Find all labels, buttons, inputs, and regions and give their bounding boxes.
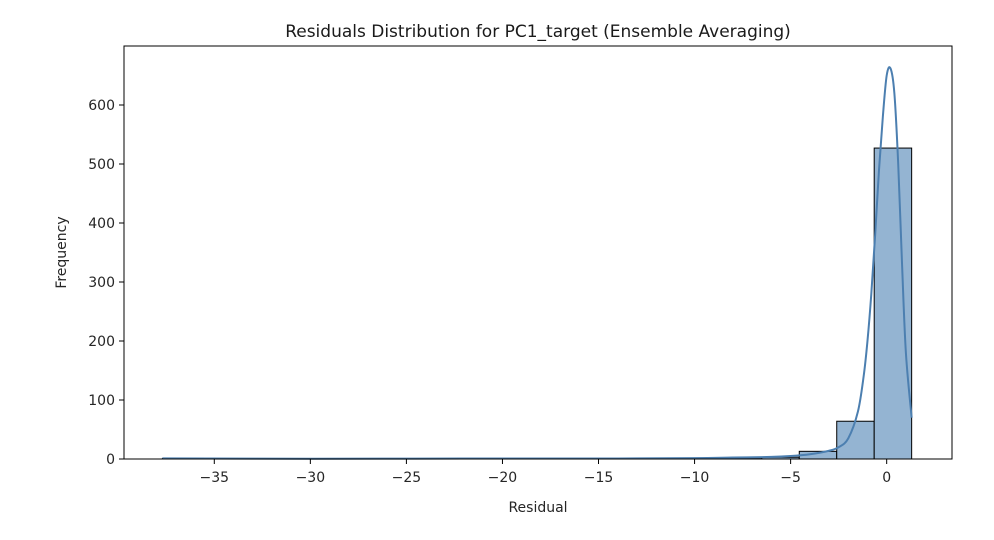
histogram-bars [161,147,913,460]
y-tick-label: 400 [88,216,115,232]
histogram-bar [873,147,913,460]
x-tick-label: −5 [780,470,801,486]
y-axis-ticks: 0 100 200 300 400 500 600 [88,98,124,468]
y-axis-title: Frequency [54,216,70,288]
histogram-bar [836,420,875,460]
x-axis-title: Residual [508,500,567,516]
y-tick-label: 300 [88,275,115,291]
x-axis-ticks: −35 −30 −25 −20 −15 −10 −5 0 [200,459,891,486]
kde-curve-group [162,66,913,460]
x-tick-label: 0 [882,470,891,486]
x-tick-label: −15 [584,470,614,486]
y-tick-label: 500 [88,157,115,173]
x-tick-label: −30 [296,470,326,486]
x-tick-label: −10 [680,470,710,486]
y-tick-label: 200 [88,334,115,350]
chart-title: Residuals Distribution for PC1_target (E… [285,22,791,42]
x-tick-label: −35 [200,470,230,486]
x-tick-label: −20 [488,470,518,486]
kde-curve [162,66,913,460]
y-tick-label: 0 [106,452,115,468]
y-tick-label: 600 [88,98,115,114]
plot-frame [123,45,953,460]
y-tick-label: 100 [88,393,115,409]
x-tick-label: −25 [392,470,422,486]
